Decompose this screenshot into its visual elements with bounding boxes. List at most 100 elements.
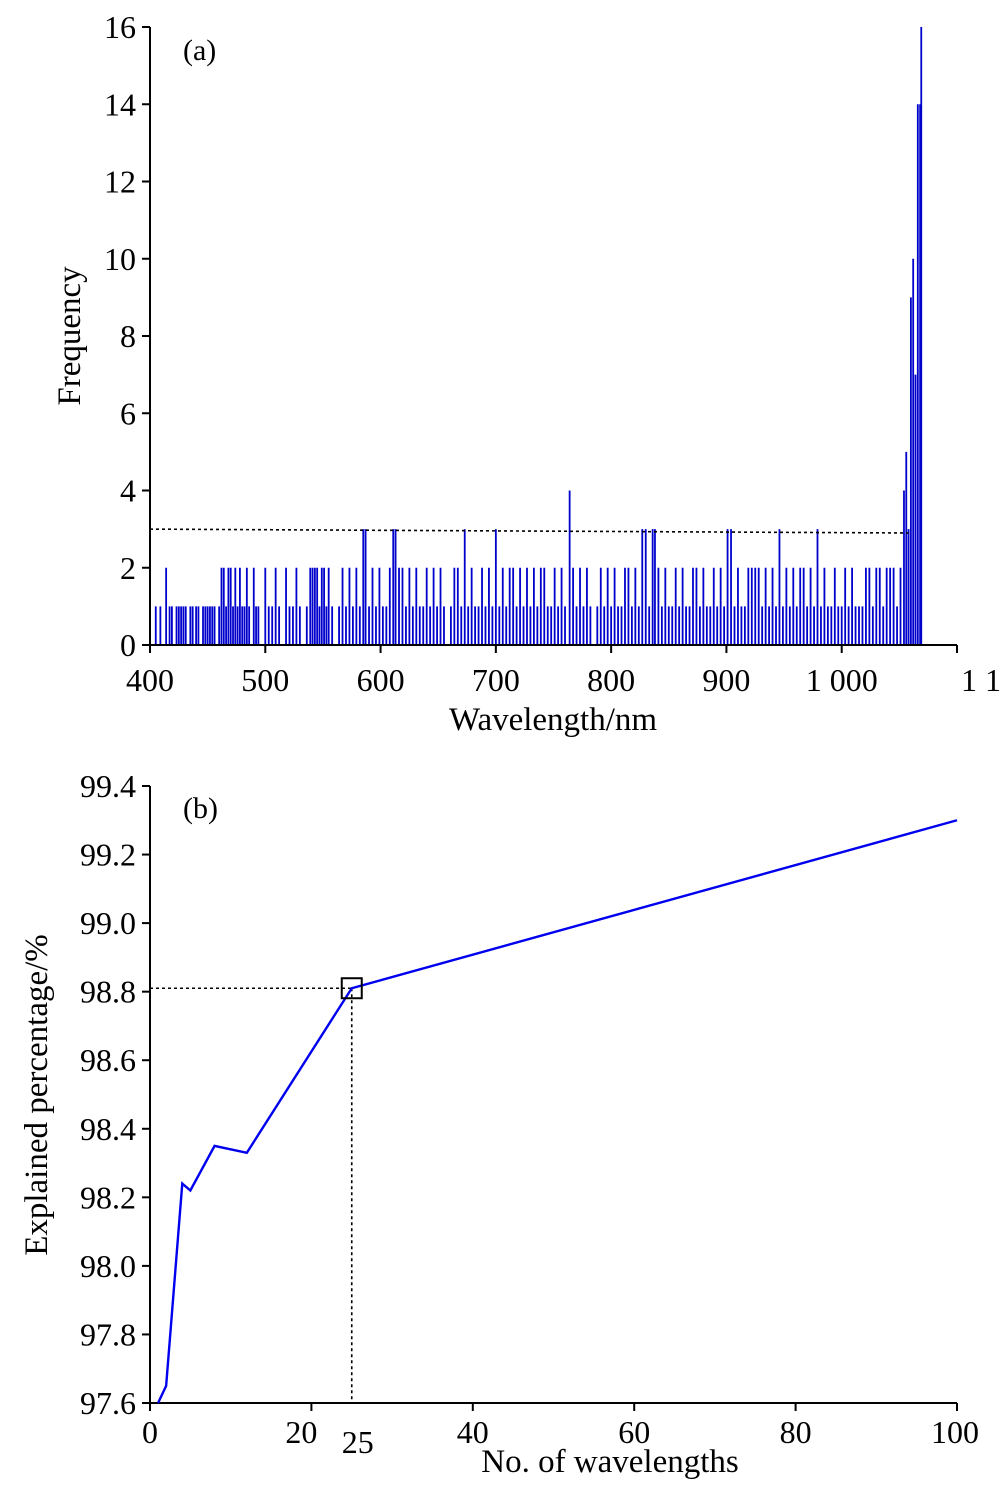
panel-a-bar <box>501 567 504 645</box>
panel-a-y-ticks: 0 2 4 6 8 10 12 14 16 <box>104 9 150 663</box>
panel-a-bar <box>579 567 581 645</box>
panel-a-bar <box>754 567 757 645</box>
panel-a-bar <box>234 567 237 645</box>
panel-a-bar <box>730 529 732 646</box>
panel-a-x-tick-label: 900 <box>702 662 750 698</box>
panel-a-y-tick-label: 12 <box>104 164 136 200</box>
panel-a-bar <box>484 606 487 646</box>
panel-a-bar <box>799 567 802 645</box>
panel-a-bar <box>255 606 257 646</box>
panel-a-bar <box>660 606 663 646</box>
panel-a-bar <box>716 606 719 646</box>
panel-a-bar <box>278 606 281 646</box>
panel-a-bar <box>606 567 609 645</box>
panel-b-x-tick-label: 0 <box>142 1414 158 1450</box>
panel-b-y-tick-label: 99.0 <box>80 905 136 941</box>
panel-a-bar <box>358 606 361 646</box>
panel-a-bar <box>681 567 684 645</box>
panel-a-bar <box>550 606 553 646</box>
panel-a-x-tick-label: 400 <box>126 662 174 698</box>
panel-a-bar <box>875 567 878 645</box>
panel-a-bar <box>191 606 194 646</box>
panel-a-bar <box>488 567 490 645</box>
panel-a-bar <box>195 606 198 646</box>
panel-a-bar <box>463 529 466 646</box>
panel-a-bar <box>331 606 334 646</box>
panel-a-bar <box>575 606 578 646</box>
panel-a-bar <box>539 567 542 645</box>
panel-a-bar <box>610 606 613 646</box>
panel-a-bar <box>757 567 760 645</box>
panel-b-extra-tick-label: 25 <box>342 1424 374 1460</box>
panel-a-threshold-line <box>149 528 909 534</box>
panel-a-bar <box>288 606 291 646</box>
panel-a-bar <box>733 606 736 646</box>
panel-b-series-line <box>156 819 958 1404</box>
panel-a-bar <box>654 529 656 646</box>
panel-a-bar <box>878 567 881 645</box>
panel-a-bar <box>418 606 421 646</box>
panel-b-x-axis-label: No. of wavelengths <box>481 1444 739 1480</box>
panel-b-highlight-marker <box>340 977 363 1000</box>
panel-a-bar <box>197 606 200 646</box>
panel-a-bar <box>529 606 532 646</box>
panel-a-bar <box>184 606 187 646</box>
panel-a-bar <box>415 567 418 645</box>
panel-a-bar <box>298 606 301 646</box>
panel-a-bar <box>498 606 501 646</box>
panel-a-bar <box>213 606 216 646</box>
panel-a-bar <box>318 606 321 646</box>
panel-a-bar <box>443 606 445 646</box>
panel-a-bar <box>159 606 162 646</box>
panel-a-bar <box>871 606 874 646</box>
panel-a-bar <box>851 567 853 645</box>
panel-a-bar <box>204 606 207 646</box>
panel-a-bar <box>526 567 528 645</box>
panel-a-bar <box>175 606 178 646</box>
panel-a-bar <box>264 567 267 645</box>
panel-a-bar <box>737 567 739 645</box>
panel-a-bar <box>630 606 633 646</box>
panel-a-bar <box>285 567 287 645</box>
panel-a-bar <box>695 567 698 645</box>
panel-a-bar <box>295 567 298 645</box>
panel-a-bar <box>546 606 549 646</box>
panel-b-y-tick-label: 99.4 <box>80 768 136 804</box>
panel-a-bar <box>352 606 354 646</box>
panel-a-bar <box>723 606 726 646</box>
panel-a-bar <box>816 529 819 646</box>
panel-a-bar <box>709 606 712 646</box>
panel-a-bar <box>239 567 241 645</box>
panel-a-bar <box>232 606 234 646</box>
panel-a-bar <box>474 606 477 646</box>
panel-a-bar <box>854 606 857 646</box>
panel-a-bar <box>813 606 815 646</box>
panel-a-bar <box>375 606 377 646</box>
panel-a-bar <box>809 567 812 645</box>
panel-a-bar <box>847 606 850 646</box>
panel-a-bar <box>764 567 767 645</box>
panel-a-bar <box>599 567 602 645</box>
panel-a-y-tick-label: 4 <box>120 473 136 509</box>
panel-a-bar <box>236 606 239 646</box>
panel-a-bar <box>705 606 708 646</box>
panel-a-bar <box>664 567 667 645</box>
panel-a-bar <box>657 567 660 645</box>
panel-a-bar <box>305 606 308 646</box>
panel-b-y-tick-label: 98.8 <box>80 974 136 1010</box>
panel-a-bar <box>165 567 168 645</box>
panel-a-bar <box>667 606 670 646</box>
panel-a-bar <box>702 567 705 645</box>
panel-a-bar <box>912 258 915 645</box>
panel-a-bar <box>211 606 214 646</box>
panel-a-bar <box>522 606 525 646</box>
panel-b-y-tick-label: 98.2 <box>80 1179 136 1215</box>
panel-a-bar <box>422 606 425 646</box>
panel-a-x-tick-label: 1 000 <box>806 662 878 698</box>
panel-a-bar <box>617 606 619 646</box>
panel-a-bar <box>582 606 585 646</box>
panel-a-bar <box>309 567 312 645</box>
panel-a-bar <box>533 567 535 645</box>
panel-a-bar <box>182 606 185 646</box>
panel-a-bar <box>227 567 230 645</box>
